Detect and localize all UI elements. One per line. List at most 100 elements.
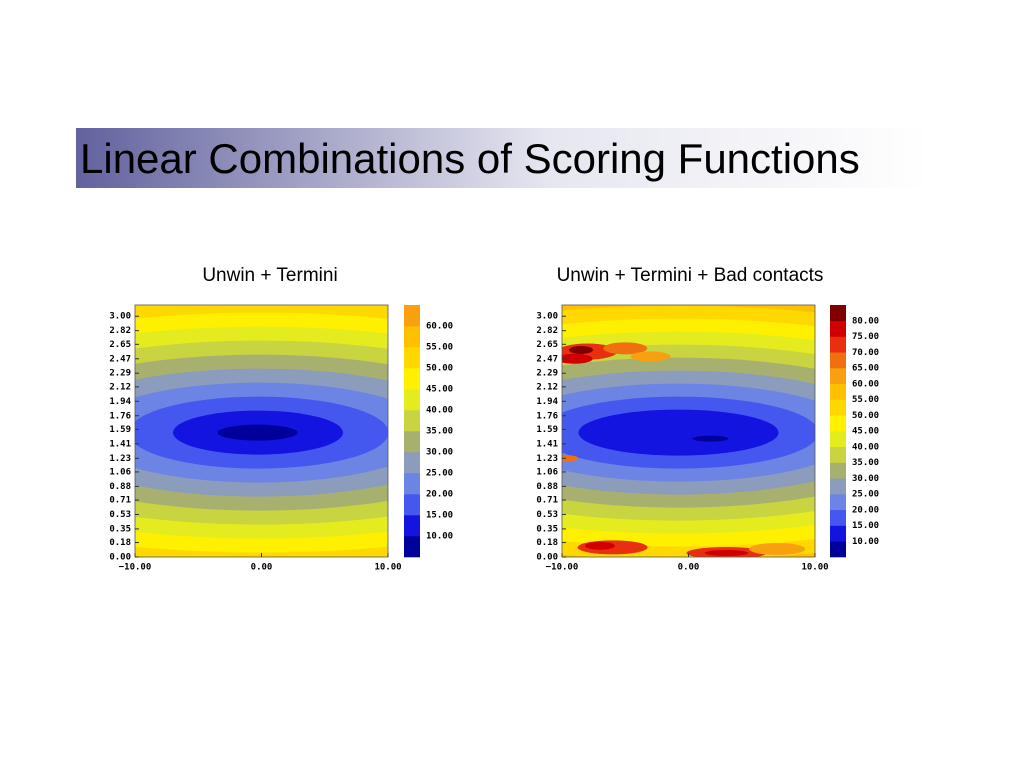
chart-title: Unwin + Termini: [202, 265, 337, 286]
colorbar-swatch: [404, 515, 420, 537]
y-tick-label: 1.94: [109, 397, 131, 407]
colorbar-label: 45.00: [426, 385, 453, 395]
colorbar-label: 45.00: [852, 427, 879, 437]
colorbar-swatch: [830, 431, 846, 448]
x-tick-label: −10.00: [546, 563, 579, 573]
colorbar-swatch: [404, 389, 420, 411]
y-tick-label: 1.76: [109, 411, 131, 421]
colorbar-label: 25.00: [852, 490, 879, 500]
colorbar-swatch: [404, 410, 420, 432]
contour-band: [603, 342, 648, 355]
x-tick-label: 10.00: [801, 563, 828, 573]
colorbar-label: 70.00: [852, 348, 879, 358]
y-tick-label: 1.06: [109, 467, 131, 477]
y-tick-label: 0.71: [536, 496, 558, 506]
colorbar-swatch: [830, 305, 846, 322]
y-tick-label: 0.71: [109, 496, 131, 506]
colorbar-swatch: [830, 368, 846, 385]
colorbar-swatch: [830, 509, 846, 526]
y-tick-label: 0.18: [536, 538, 558, 548]
contour-band: [749, 542, 806, 555]
colorbar-swatch: [830, 525, 846, 542]
y-tick-label: 0.35: [536, 524, 558, 534]
y-tick-label: 0.00: [536, 553, 558, 563]
colorbar-swatch: [830, 415, 846, 432]
colorbar-swatch: [830, 541, 846, 558]
y-tick-label: 1.59: [536, 425, 558, 435]
contour-band: [578, 409, 779, 456]
colorbar-swatch: [830, 320, 846, 337]
y-tick-label: 2.29: [536, 369, 558, 379]
title-banner: [76, 128, 930, 188]
contour-band: [562, 455, 579, 462]
y-tick-label: 0.00: [109, 553, 131, 563]
colorbar-swatch: [830, 462, 846, 479]
colorbar-swatch: [404, 305, 420, 327]
y-tick-label: 2.47: [109, 354, 131, 364]
colorbar-label: 20.00: [852, 505, 879, 515]
x-tick-label: −10.00: [119, 563, 152, 573]
y-tick-label: 2.12: [536, 382, 558, 392]
contour-band: [630, 351, 671, 362]
colorbar-swatch: [404, 452, 420, 474]
colorbar-swatch: [404, 347, 420, 369]
y-tick-label: 1.76: [536, 411, 558, 421]
colorbar-label: 10.00: [852, 537, 879, 547]
colorbar-label: 35.00: [852, 458, 879, 468]
colorbar-label: 15.00: [852, 521, 879, 531]
x-tick-label: 0.00: [678, 563, 700, 573]
colorbar-swatch: [830, 478, 846, 495]
y-tick-label: 0.18: [109, 538, 131, 548]
colorbar-label: 35.00: [426, 427, 453, 437]
x-tick-label: 0.00: [251, 563, 273, 573]
colorbar-label: 15.00: [426, 511, 453, 521]
y-tick-label: 2.82: [536, 326, 558, 336]
colorbar-label: 20.00: [426, 490, 453, 500]
y-tick-label: 1.59: [109, 425, 131, 435]
y-tick-label: 1.41: [536, 439, 558, 449]
colorbar-swatch: [404, 473, 420, 495]
contour-band: [217, 424, 298, 441]
y-tick-label: 0.88: [109, 482, 131, 492]
colorbar-label: 60.00: [426, 322, 453, 332]
y-tick-label: 2.12: [109, 382, 131, 392]
colorbar-label: 55.00: [852, 395, 879, 405]
y-tick-label: 1.06: [536, 467, 558, 477]
colorbar-swatch: [404, 431, 420, 453]
colorbar-swatch: [404, 368, 420, 390]
colorbar-label: 50.00: [426, 364, 453, 374]
colorbar-label: 55.00: [426, 343, 453, 353]
plot-area: [135, 305, 388, 557]
y-tick-label: 1.41: [109, 439, 131, 449]
y-tick-label: 0.88: [536, 482, 558, 492]
colorbar-label: 75.00: [852, 332, 879, 342]
colorbar-label: 10.00: [426, 532, 453, 542]
colorbar-swatch: [404, 536, 420, 558]
y-tick-label: 2.82: [109, 326, 131, 336]
colorbar-swatch: [830, 446, 846, 463]
colorbar-label: 25.00: [426, 469, 453, 479]
y-tick-label: 2.65: [536, 340, 558, 350]
plot-area: [562, 305, 815, 557]
y-tick-label: 1.23: [536, 454, 558, 464]
slide-title: Linear Combinations of Scoring Functions: [80, 135, 860, 182]
contour-band: [704, 549, 749, 556]
colorbar-swatch: [830, 399, 846, 416]
colorbar-label: 80.00: [852, 316, 879, 326]
y-tick-label: 2.29: [109, 369, 131, 379]
colorbar-label: 40.00: [426, 406, 453, 416]
chart-title: Unwin + Termini + Bad contacts: [557, 265, 824, 286]
y-tick-label: 3.00: [536, 312, 558, 322]
y-tick-label: 0.53: [109, 510, 131, 520]
contour-band: [562, 353, 593, 364]
y-tick-label: 2.47: [536, 354, 558, 364]
contour-band: [584, 541, 615, 550]
colorbar-label: 30.00: [426, 448, 453, 458]
colorbar-swatch: [404, 494, 420, 516]
y-tick-label: 1.94: [536, 397, 558, 407]
colorbar-swatch: [404, 326, 420, 348]
contour-band: [692, 435, 729, 442]
y-tick-label: 1.23: [109, 454, 131, 464]
